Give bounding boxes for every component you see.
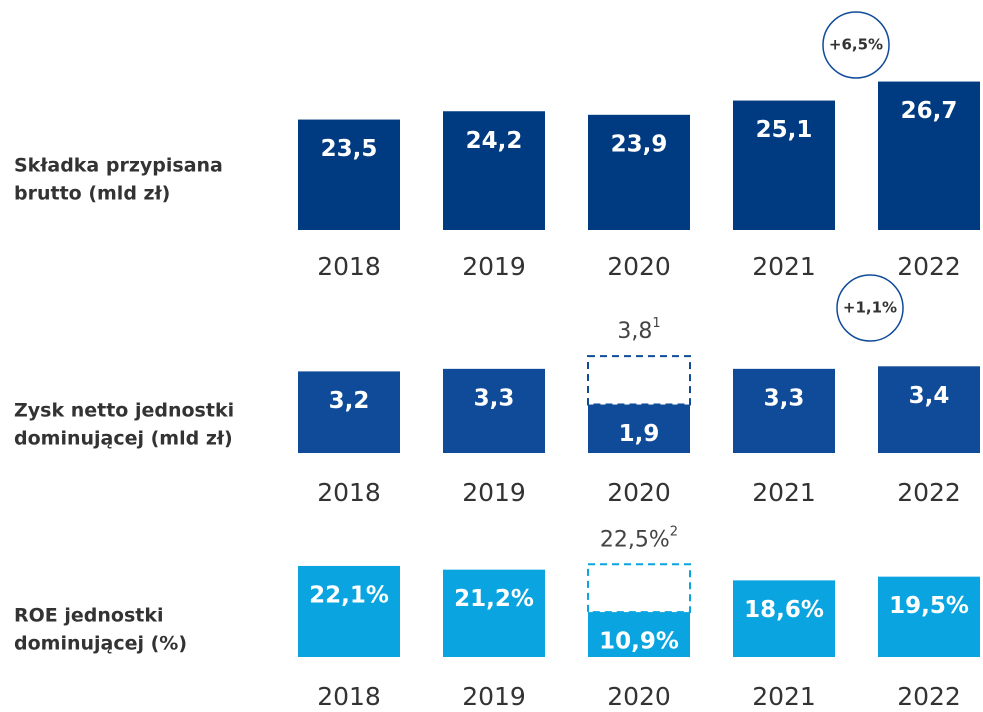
bar (443, 569, 545, 657)
bar (443, 111, 545, 230)
adjusted-label: 3,81 (617, 316, 660, 345)
year-label: 2022 (897, 252, 961, 281)
bar (588, 114, 690, 230)
row-label: brutto (mld zł) (14, 183, 170, 205)
year-label: 2019 (462, 682, 526, 711)
row-label: Zysk netto jednostki (14, 400, 234, 422)
adjusted-label: 22,5%2 (600, 524, 678, 553)
year-label: 2022 (897, 682, 961, 711)
row-label: Składka przypisana (14, 155, 223, 177)
value-label: 3,2 (329, 388, 370, 414)
year-label: 2018 (317, 478, 381, 507)
row-label: dominującej (%) (14, 633, 187, 655)
row-label: ROE jednostki (14, 605, 164, 627)
value-label: 26,7 (901, 98, 958, 124)
bar (443, 368, 545, 453)
year-label: 2021 (752, 252, 816, 281)
growth-label: +6,5% (829, 36, 883, 54)
value-label: 23,9 (611, 131, 668, 157)
footnote: 1 (652, 316, 660, 331)
adjusted-bar (587, 355, 691, 406)
growth-circle (822, 11, 890, 79)
value-label: 19,5% (889, 593, 969, 619)
year-label: 2021 (752, 478, 816, 507)
bar (298, 119, 400, 230)
adjusted-value: 3,8 (617, 319, 652, 344)
bar (588, 612, 690, 657)
bar (878, 576, 980, 657)
year-label: 2020 (607, 682, 671, 711)
growth-circle (836, 274, 904, 342)
year-label: 2022 (897, 478, 961, 507)
value-label: 18,6% (744, 597, 824, 623)
bar (733, 368, 835, 453)
year-label: 2020 (607, 478, 671, 507)
year-label: 2021 (752, 682, 816, 711)
year-label: 2019 (462, 252, 526, 281)
bar (588, 404, 690, 453)
bar (733, 580, 835, 657)
footnote: 2 (670, 524, 678, 539)
year-label: 2020 (607, 252, 671, 281)
value-label: 3,3 (474, 385, 515, 411)
bar (733, 100, 835, 230)
value-label: 21,2% (454, 586, 534, 612)
adjusted-bar (587, 563, 691, 614)
value-label: 1,9 (619, 421, 660, 447)
value-label: 25,1 (756, 117, 813, 143)
year-label: 2018 (317, 252, 381, 281)
value-label: 3,4 (909, 383, 950, 409)
bar (298, 565, 400, 657)
value-label: 22,1% (309, 582, 389, 608)
bar (878, 81, 980, 230)
growth-label: +1,1% (843, 299, 897, 317)
year-label: 2019 (462, 478, 526, 507)
value-label: 24,2 (466, 128, 523, 154)
value-label: 3,3 (764, 385, 805, 411)
bar (298, 371, 400, 453)
bar (878, 366, 980, 453)
adjusted-value: 22,5% (600, 527, 670, 552)
row-label: dominującej (mld zł) (14, 428, 233, 450)
value-label: 23,5 (321, 136, 378, 162)
year-label: 2018 (317, 682, 381, 711)
value-label: 10,9% (599, 629, 679, 655)
